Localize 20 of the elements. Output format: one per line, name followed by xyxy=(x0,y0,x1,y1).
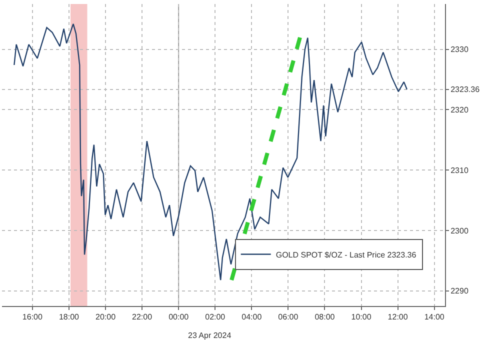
legend-label: GOLD SPOT $/OZ - Last Price 2323.36 xyxy=(276,250,417,260)
x-tick-label: 06:00 xyxy=(278,312,299,322)
x-tick-label: 14:00 xyxy=(424,312,445,322)
x-tick-label: 08:00 xyxy=(314,312,336,322)
x-tick-label: 22:00 xyxy=(132,312,153,322)
y-tick-label: 2320 xyxy=(450,106,469,114)
x-tick-label: 16:00 xyxy=(22,312,44,322)
y-tick-label: 2330 xyxy=(450,45,469,54)
x-tick-label: 02:00 xyxy=(205,312,226,322)
x-tick-label: 00:00 xyxy=(168,312,190,322)
x-tick-label: 18:00 xyxy=(58,312,80,322)
x-tick-label: 04:00 xyxy=(242,312,262,322)
text: 23 Apr 2024 xyxy=(188,331,232,340)
y-tick-label: 2323.36 xyxy=(450,85,480,94)
x-tick-label: 12:00 xyxy=(388,312,408,322)
x-tick-label: 20:00 xyxy=(96,312,116,322)
x-tick-label: 10:00 xyxy=(351,312,372,322)
y-tick-label: 2300 xyxy=(450,226,469,236)
y-tick-label: 2310 xyxy=(450,166,469,175)
y-tick-label: 2290 xyxy=(450,286,469,296)
